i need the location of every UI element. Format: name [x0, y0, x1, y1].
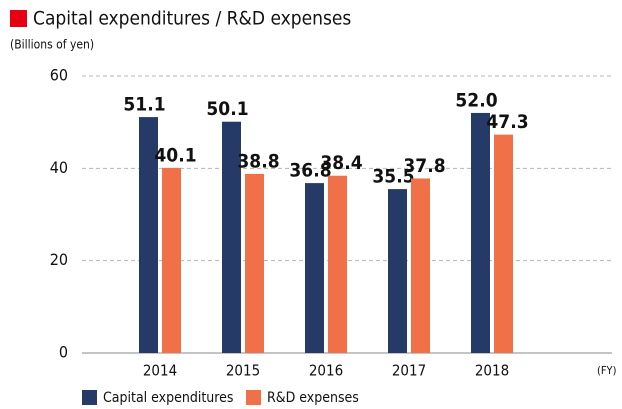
legend-label: R&D expenses — [267, 390, 359, 406]
value-label: 38.8 — [237, 150, 279, 172]
chart-title: Capital expenditures / R&D expenses — [33, 8, 351, 30]
value-label: 52.0 — [455, 89, 497, 111]
x-tick-label: 2014 — [143, 362, 177, 380]
value-label: 36.8 — [289, 160, 331, 182]
value-label: 38.4 — [320, 152, 362, 174]
bar — [494, 134, 513, 353]
title-marker — [10, 10, 27, 27]
x-axis-label: (FY) — [597, 364, 617, 377]
y-axis-label: (Billions of yen) — [10, 38, 94, 52]
y-tick-label: 60 — [50, 66, 68, 85]
x-tick-label: 2018 — [475, 362, 509, 380]
legend-swatch — [82, 390, 97, 405]
bar — [245, 173, 264, 353]
value-label: 51.1 — [123, 94, 165, 116]
bar — [139, 117, 158, 353]
x-tick-label: 2016 — [309, 362, 343, 380]
bar — [222, 121, 241, 353]
legend-label: Capital expenditures — [103, 390, 233, 406]
bar — [162, 167, 181, 353]
y-tick-label: 20 — [50, 250, 68, 269]
y-tick-label: 0 — [59, 343, 68, 362]
bar — [388, 189, 407, 353]
bar — [411, 178, 430, 353]
x-tick-label: 2017 — [392, 362, 426, 380]
value-label: 50.1 — [206, 98, 248, 120]
bar — [328, 175, 347, 353]
y-tick-label: 40 — [50, 158, 68, 177]
bar — [471, 112, 490, 353]
value-label: 40.1 — [154, 144, 196, 166]
value-label: 35.5 — [372, 166, 414, 188]
value-label: 47.3 — [486, 111, 528, 133]
legend-swatch — [246, 390, 261, 405]
value-label: 37.8 — [403, 155, 445, 177]
bar — [305, 183, 324, 353]
x-tick-label: 2015 — [226, 362, 260, 380]
